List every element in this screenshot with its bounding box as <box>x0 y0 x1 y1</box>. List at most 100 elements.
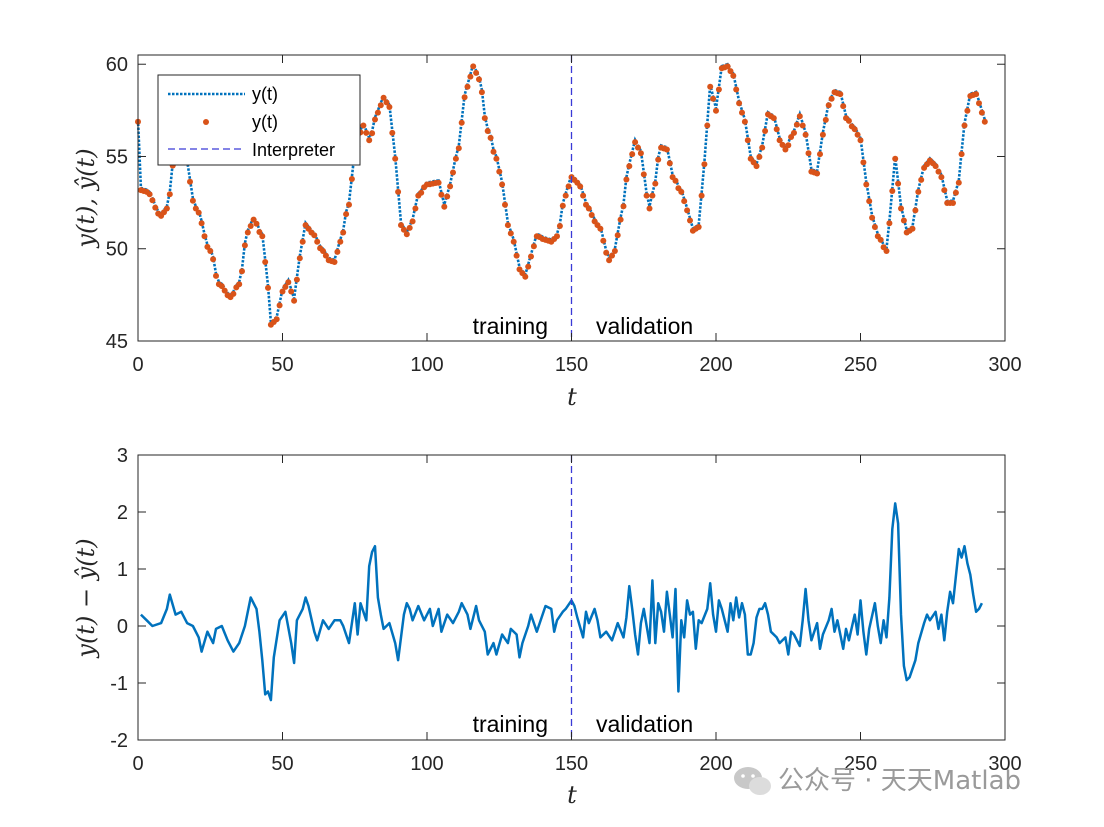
data-point <box>837 91 844 98</box>
data-point <box>684 207 691 214</box>
data-point <box>762 128 769 134</box>
bottom-x-tick-label: 200 <box>699 753 732 775</box>
data-point <box>406 224 413 231</box>
data-point <box>655 156 662 163</box>
data-point <box>487 134 494 141</box>
data-point <box>958 151 965 158</box>
data-point <box>877 236 884 243</box>
data-point <box>435 179 442 186</box>
data-point <box>819 131 826 138</box>
bottom-y-tick-label: -1 <box>110 673 128 695</box>
data-point <box>438 191 445 198</box>
data-point <box>163 205 170 212</box>
data-point <box>796 113 803 120</box>
data-point <box>730 72 737 79</box>
data-point <box>733 86 740 93</box>
series-y-markers <box>135 63 988 328</box>
data-point <box>611 248 618 254</box>
data-point <box>727 68 734 75</box>
data-point <box>603 249 610 256</box>
bottom-training-label: training <box>473 711 548 737</box>
data-point <box>253 220 260 227</box>
data-point <box>418 189 425 196</box>
data-point <box>976 100 982 107</box>
data-point <box>239 268 245 275</box>
top-plot-area <box>135 60 988 328</box>
top-validation-label: validation <box>596 313 693 339</box>
bottom-plot-area <box>140 502 984 702</box>
data-point <box>776 137 783 144</box>
data-point <box>898 205 904 212</box>
data-point <box>282 283 289 290</box>
data-point <box>941 187 948 194</box>
data-point <box>666 160 673 167</box>
data-point <box>476 76 482 83</box>
data-point <box>710 95 717 102</box>
data-point <box>739 109 745 116</box>
data-point <box>909 225 916 232</box>
data-point <box>912 207 919 214</box>
top-x-ticks: 0 50 100 150 200 250 300 <box>132 55 1022 376</box>
data-point <box>554 233 560 240</box>
data-point <box>478 89 485 96</box>
data-point <box>678 188 685 195</box>
data-point <box>218 283 225 290</box>
data-point <box>441 203 448 210</box>
data-point <box>863 181 870 188</box>
data-point <box>265 284 271 291</box>
data-point <box>895 180 902 187</box>
data-point <box>467 73 474 80</box>
data-point <box>900 217 907 224</box>
data-point <box>828 95 835 102</box>
data-point <box>372 116 378 123</box>
data-point <box>386 104 393 110</box>
data-point <box>562 192 569 199</box>
data-point <box>522 273 529 280</box>
top-training-label: training <box>473 313 548 339</box>
data-point <box>207 248 214 254</box>
data-point <box>458 119 465 126</box>
data-point <box>715 86 722 93</box>
data-point <box>663 146 670 153</box>
data-point <box>736 100 743 107</box>
bottom-y-tick-label: 2 <box>117 502 128 524</box>
series-error-line <box>140 502 984 702</box>
data-point <box>510 238 517 245</box>
data-point <box>525 263 532 270</box>
data-point <box>340 229 347 236</box>
legend: y(t) y(t) Interpreter <box>157 74 361 166</box>
data-point <box>502 201 508 208</box>
data-point <box>528 253 534 260</box>
top-x-tick-label: 200 <box>699 354 732 376</box>
data-point <box>623 176 630 183</box>
data-point <box>152 204 159 211</box>
data-point <box>779 141 786 148</box>
bottom-x-tick-label: 100 <box>410 753 443 775</box>
data-point <box>791 129 797 136</box>
data-point <box>840 103 847 110</box>
data-point <box>866 198 873 205</box>
data-point <box>276 302 283 309</box>
data-point <box>672 177 679 184</box>
data-point <box>802 131 809 138</box>
data-point <box>620 203 627 210</box>
data-point <box>320 248 326 254</box>
data-point <box>600 237 607 244</box>
top-x-tick-label: 50 <box>271 354 293 376</box>
data-point <box>609 252 615 259</box>
data-point <box>883 248 890 254</box>
data-point <box>530 243 537 250</box>
bottom-x-tick-label: 50 <box>271 753 293 775</box>
data-point <box>559 202 566 209</box>
data-point <box>565 183 572 190</box>
data-point <box>938 174 945 181</box>
data-point <box>452 155 459 162</box>
data-point <box>955 179 962 186</box>
data-point <box>369 130 376 137</box>
data-point <box>756 153 763 160</box>
data-point <box>695 224 702 230</box>
data-point <box>346 201 352 208</box>
data-point <box>961 122 968 129</box>
data-point <box>632 139 639 146</box>
data-point <box>187 178 193 185</box>
